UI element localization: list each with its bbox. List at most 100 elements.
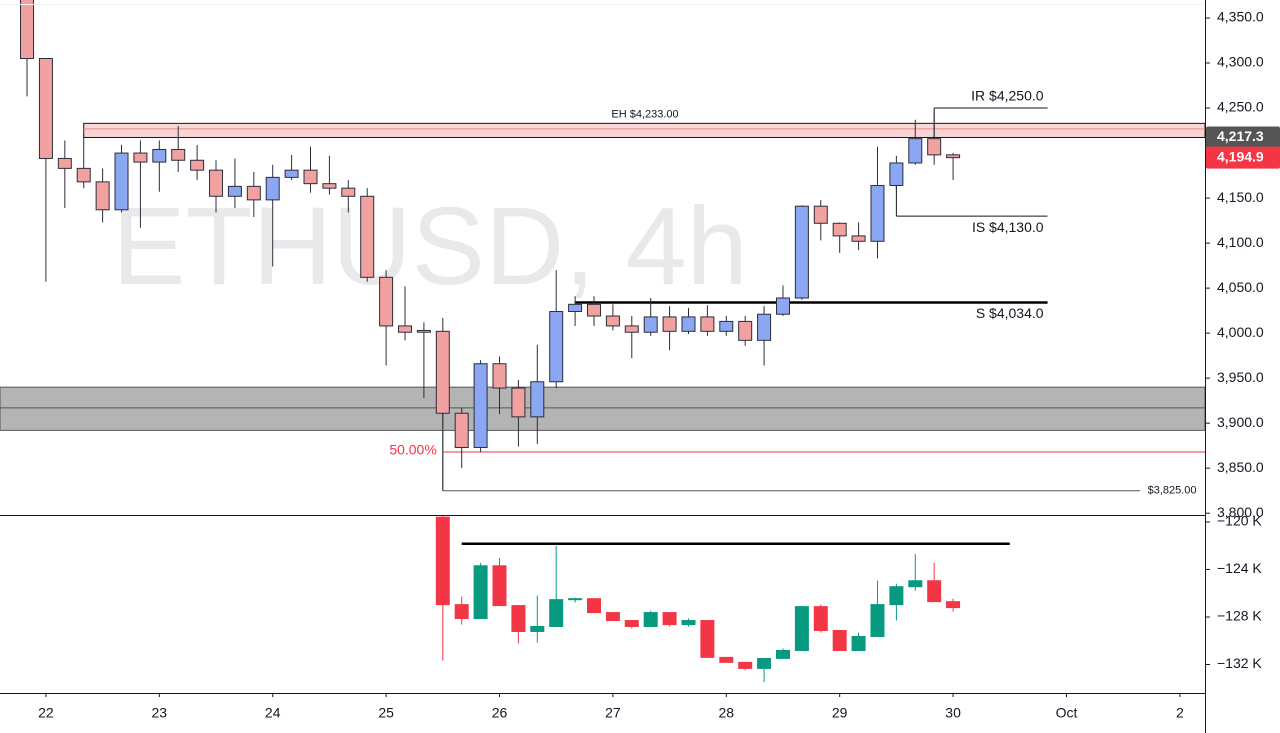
candle-body <box>851 235 866 242</box>
price-mark-box <box>1206 126 1280 149</box>
candle-body <box>813 606 828 632</box>
candle-body <box>927 138 942 156</box>
x-tick-label: 28 <box>718 705 734 721</box>
candle-body <box>133 152 148 163</box>
y-tick-label: 4,050.0 <box>1217 279 1264 295</box>
candle-body <box>398 325 413 333</box>
candle-body <box>889 586 904 606</box>
y-tick-label: −132 K <box>1217 655 1262 671</box>
candle-body <box>341 187 356 197</box>
y-tick-label: 4,000.0 <box>1217 324 1264 340</box>
price-mark-box <box>1206 146 1280 169</box>
watermark: ETHUSD, 4h <box>112 185 748 308</box>
candle-body <box>870 604 885 637</box>
candle-body <box>775 297 790 315</box>
candle-body <box>492 363 507 389</box>
candle-body <box>360 195 375 278</box>
y-tick-label: 3,950.0 <box>1217 369 1264 385</box>
candle-body <box>681 620 696 626</box>
candle-body <box>775 649 790 659</box>
candle-body <box>700 316 715 332</box>
eh-band <box>83 122 1205 138</box>
candle-body <box>794 606 809 651</box>
y-tick-label: 3,800.0 <box>1217 504 1264 520</box>
candle-body <box>794 205 809 299</box>
x-tick-label: 25 <box>378 705 394 721</box>
candle-body <box>530 625 545 632</box>
y-tick-label: 4,250.0 <box>1217 99 1264 115</box>
candle-body <box>946 154 961 159</box>
candle-body <box>738 661 753 669</box>
candle-body <box>908 138 923 164</box>
indicator-pane <box>435 516 1010 683</box>
x-tick-label: Oct <box>1056 705 1078 721</box>
candle-body <box>322 183 337 189</box>
candle-body <box>757 657 772 669</box>
candle-body <box>152 148 167 163</box>
y-tick-label: 4,100.0 <box>1217 234 1264 250</box>
x-tick-label: 26 <box>492 705 508 721</box>
x-tick-label: 24 <box>265 705 281 721</box>
candle-body <box>76 167 91 183</box>
candle-body <box>265 176 280 201</box>
candle-body <box>586 598 601 614</box>
level-label: S $4,034.0 <box>976 305 1044 321</box>
candle-body <box>568 598 583 601</box>
candle-body <box>473 565 488 620</box>
candle-body <box>700 620 715 658</box>
x-tick-label: 30 <box>945 705 961 721</box>
level-label-box <box>1140 482 1205 499</box>
candle-body <box>757 313 772 341</box>
candle-body <box>511 387 526 418</box>
candle-body <box>738 320 753 341</box>
candle-body <box>20 0 35 60</box>
candle-body <box>284 169 299 178</box>
y-tick-label: −128 K <box>1217 608 1262 624</box>
candle-body <box>813 205 828 224</box>
level-label: 50.00% <box>389 442 436 458</box>
candle-body <box>586 303 601 317</box>
x-tick-label: 22 <box>38 705 54 721</box>
eh-band-label: EH $4,233.00 <box>611 108 678 120</box>
candle-body <box>643 316 658 333</box>
candle-body <box>719 656 734 663</box>
candle-body <box>927 580 942 603</box>
candle-body <box>719 320 734 332</box>
candle-body <box>114 152 129 211</box>
price-pane: EH $4,233.00 IR $4,250.0 IS $4,130.0 S $4,0… <box>0 0 1205 492</box>
candle-body <box>435 516 450 606</box>
candle-body <box>416 329 431 333</box>
x-tick-label: 27 <box>605 705 621 721</box>
candle-body <box>246 185 261 201</box>
candle-body <box>435 330 450 414</box>
candle-body <box>209 169 224 197</box>
candle-body <box>171 148 186 161</box>
level-label: IR $4,250.0 <box>971 88 1044 104</box>
x-tick-label: 29 <box>832 705 848 721</box>
candle-body <box>643 612 658 627</box>
candle-body <box>549 311 564 383</box>
candle-body <box>492 565 507 607</box>
candle-body <box>946 601 961 609</box>
y-tick-label: 4,150.0 <box>1217 189 1264 205</box>
candle-body <box>568 303 583 313</box>
level-label: IS $4,130.0 <box>972 219 1044 235</box>
candle-body <box>530 381 545 418</box>
y-tick-label: −120 K <box>1217 513 1262 529</box>
candle-body <box>379 276 394 327</box>
candle-body <box>57 157 72 169</box>
candle-body <box>832 630 847 651</box>
candle-body <box>870 184 885 242</box>
candle-body <box>38 58 53 159</box>
candle-body <box>605 612 620 622</box>
price-mark-label: 4,194.9 <box>1217 148 1264 164</box>
candle-body <box>851 635 866 651</box>
candle-body <box>473 363 488 448</box>
candle-body <box>605 315 620 327</box>
level-label: $3,825.00 <box>1148 485 1197 497</box>
x-tick-label: 2 <box>1176 705 1184 721</box>
x-tick-label: 23 <box>152 705 168 721</box>
